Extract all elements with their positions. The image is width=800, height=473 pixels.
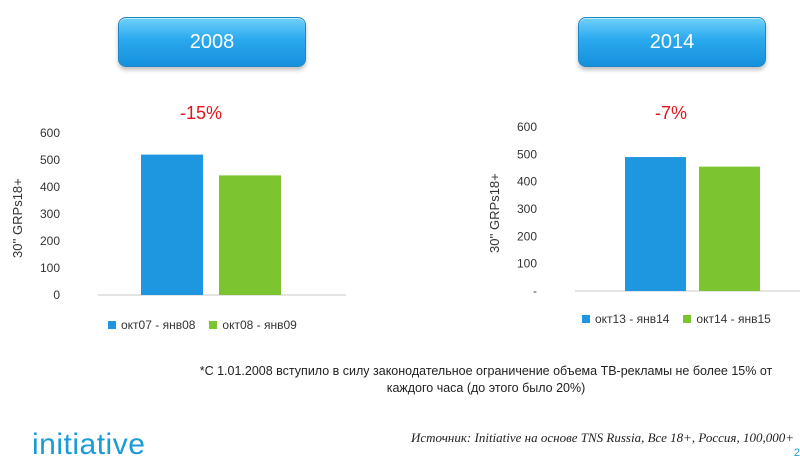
year-box-2008: 2008 [118,17,306,67]
change-label-2008: -15% [179,103,223,123]
y-tick-label: 100 [40,261,60,275]
legend-label: окт13 - янв14 [595,312,670,326]
y-tick-label: 200 [517,229,537,243]
y-tick-label: 600 [40,126,60,140]
legend-item: окт13 - янв14 [582,312,669,326]
page-number: 2 [793,447,800,459]
legend-item: окт07 - янв08 [108,318,195,332]
legend-label: окт14 - янв15 [696,312,771,326]
footnote: *С 1.01.2008 вступило в силу законодател… [199,364,773,395]
legend-label: окт08 - янв09 [222,318,297,332]
bar [219,175,281,295]
year-label-2014: 2014 [649,30,695,53]
y-tick-label: 400 [517,175,537,189]
legend-label: окт07 - янв08 [121,318,196,332]
bar [625,157,686,291]
bar [699,166,760,291]
source-note: Источник: Initiative на основе TNS Russi… [410,430,794,445]
y-tick-label: 400 [40,180,60,194]
initiative-logo: initiative [32,428,146,461]
y-tick-label: 500 [517,147,537,161]
change-label-2014: -7% [654,103,688,123]
year-box-2014: 2014 [578,17,766,67]
legend-swatch-blue [582,315,590,323]
y-tick-label: 300 [517,202,537,216]
legend-item: окт14 - янв15 [683,312,771,326]
y-tick-label: 300 [40,207,60,221]
legend-2014: окт13 - янв14 окт14 - янв15 [582,312,785,326]
y-tick-label: 100 [517,257,537,271]
legend-swatch-blue [108,321,116,329]
legend-2008: окт07 - янв08 окт08 - янв09 [108,318,311,332]
bar [141,154,203,295]
legend-swatch-green [209,321,218,329]
year-label-2008: 2008 [189,30,235,53]
y-tick-label: - [533,284,537,298]
legend-item: окт08 - янв09 [209,318,297,332]
y-tick-label: 200 [40,234,60,248]
legend-swatch-green [683,315,692,323]
y-tick-label: 0 [53,288,60,302]
y-tick-label: 600 [517,120,537,134]
y-tick-label: 500 [40,153,60,167]
